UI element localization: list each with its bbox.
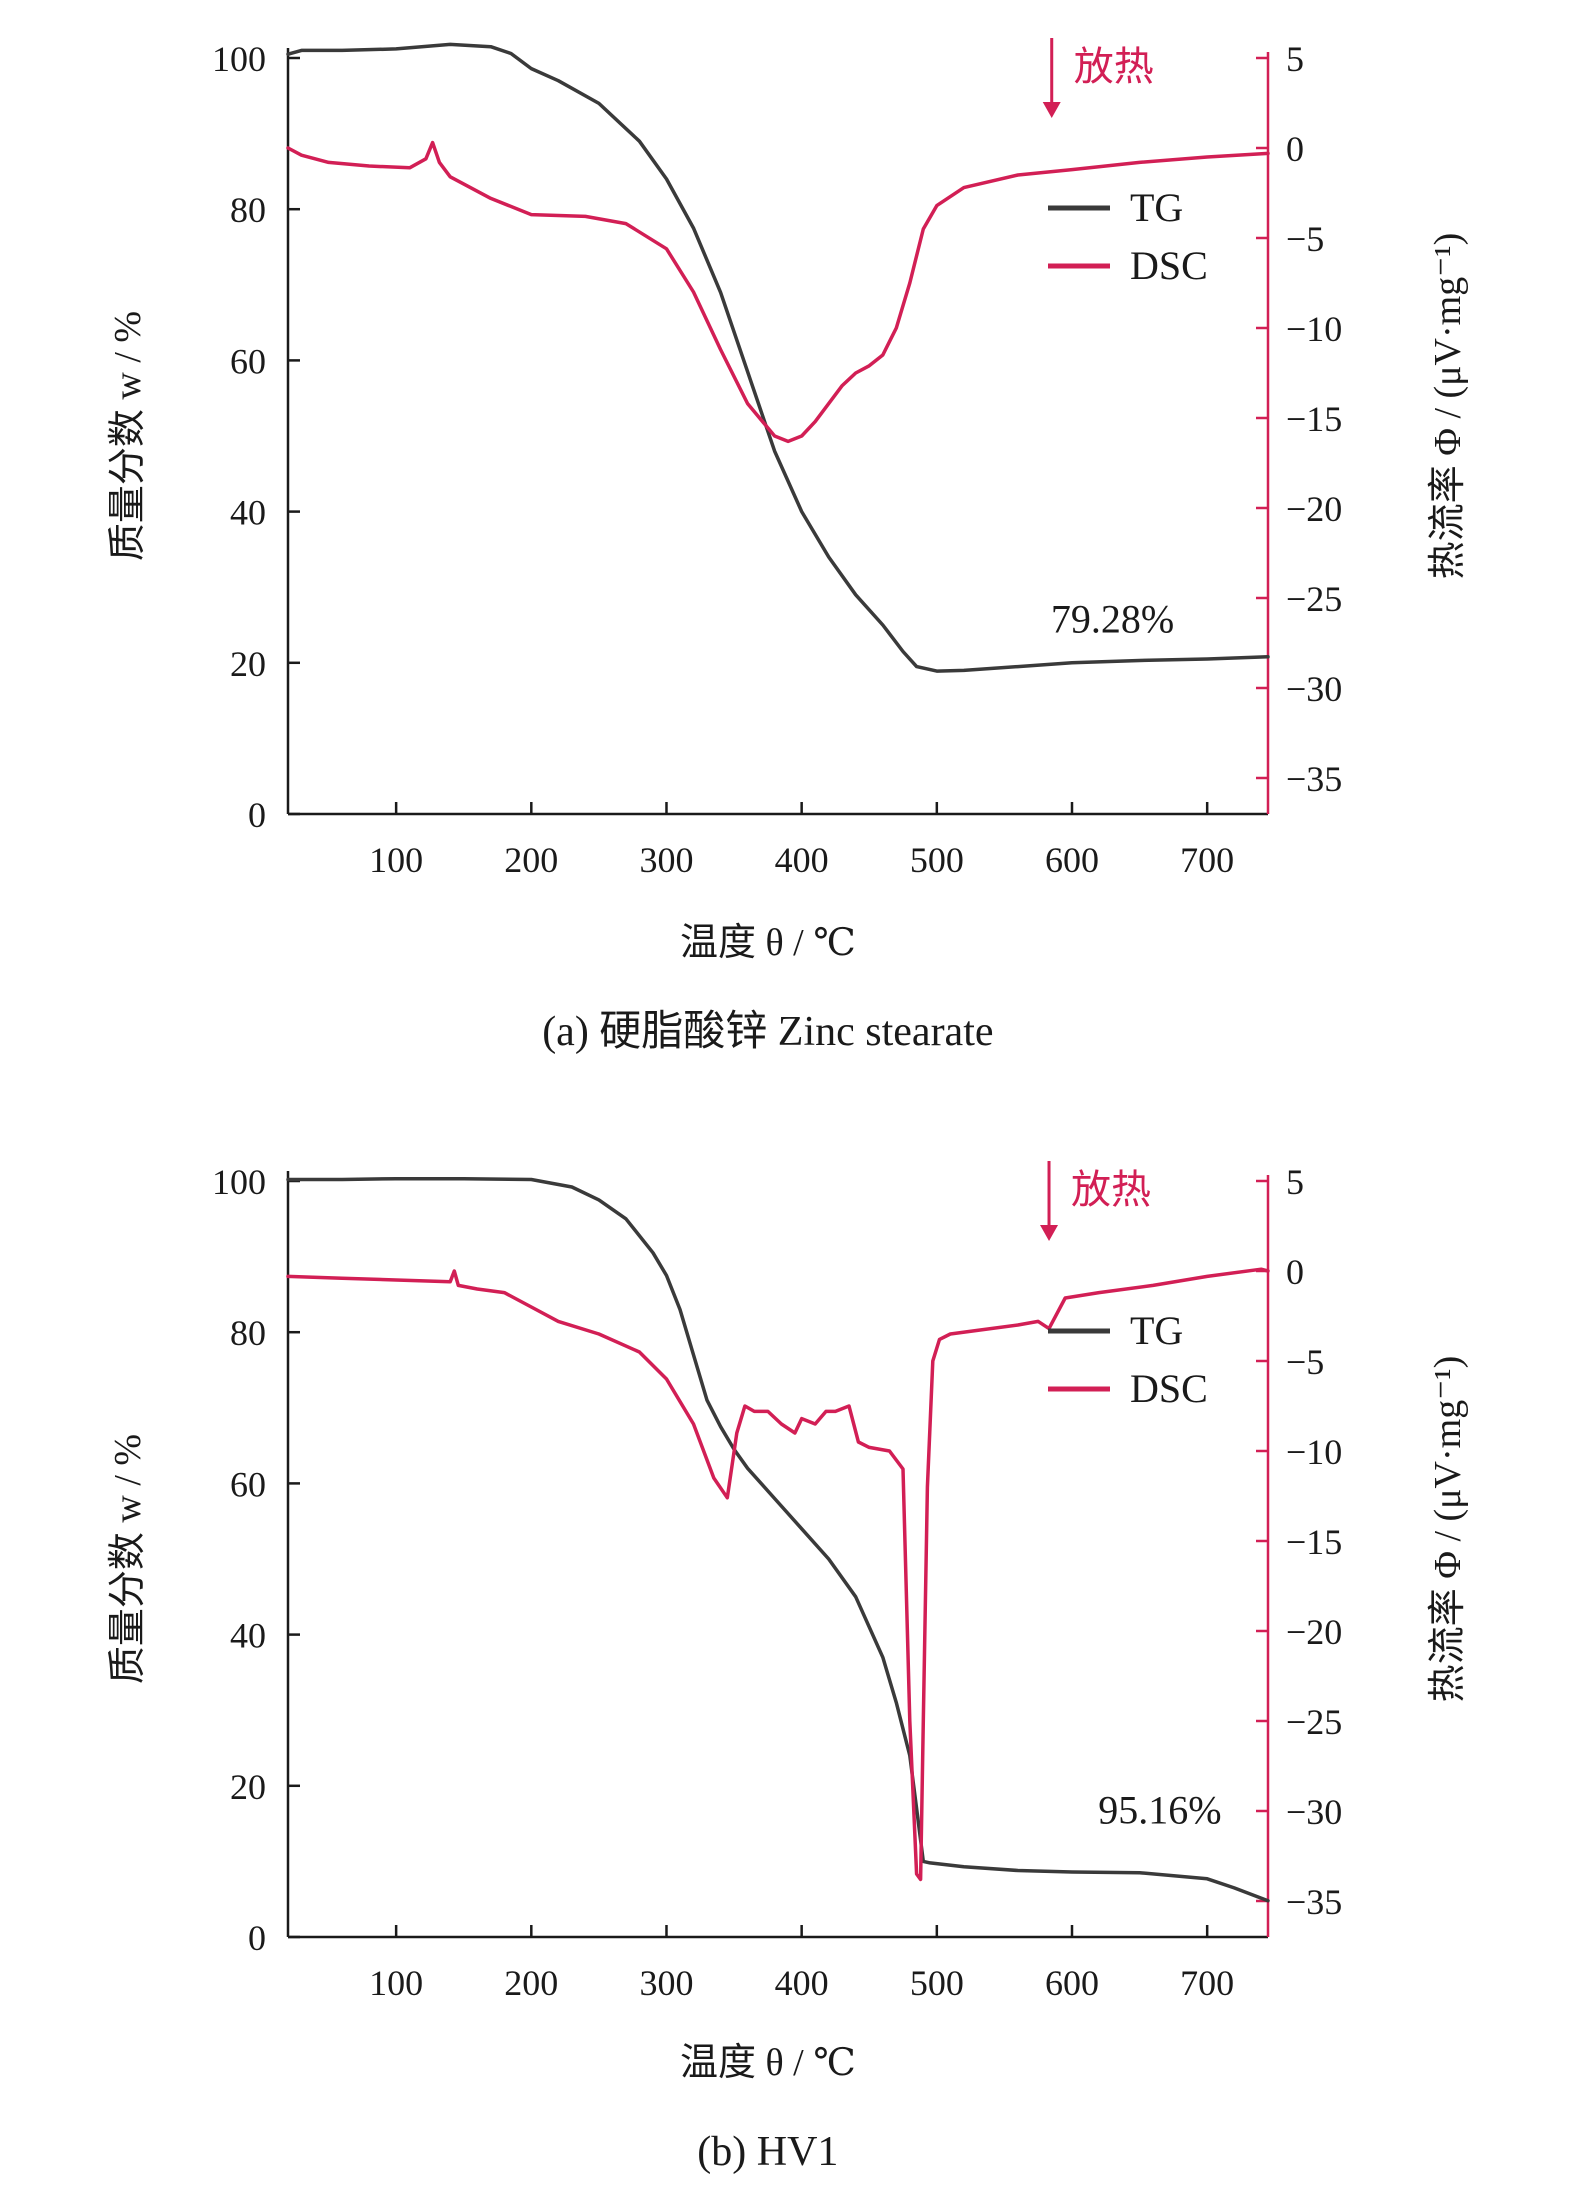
y-left-tick-label: 40: [230, 493, 266, 533]
y-right-tick-label: −35: [1286, 1882, 1342, 1922]
series-line-dsc: [286, 140, 1270, 444]
y-left-tick-label: 60: [230, 1464, 266, 1504]
y-left-tick-label: 100: [212, 39, 266, 79]
x-tick-label: 100: [369, 840, 423, 880]
x-tick-label: 200: [504, 1963, 558, 2003]
legend-label-tg: TG: [1130, 1308, 1183, 1353]
chart-panel-b: 100 200 300 400 500 600 700 0 20 40 60 80 100 5 0 −5 −10…: [107, 1161, 1469, 2175]
y-left-tick-label: 20: [230, 1767, 266, 1807]
y-right-tick-label: −20: [1286, 489, 1342, 529]
legend-label-tg: TG: [1130, 185, 1183, 230]
legend-label-dsc: DSC: [1130, 1366, 1208, 1411]
y-right-tick-label: −20: [1286, 1612, 1342, 1652]
chart-panel-a: 100 200 300 400 500 600 700 0 20 40 60 80 100 5 0 −5 −10…: [107, 38, 1469, 1055]
x-tick-label: 200: [504, 840, 558, 880]
y-right-tick-label: −15: [1286, 1522, 1342, 1562]
y-right-tick-label: −25: [1286, 1702, 1342, 1742]
x-tick-label: 700: [1180, 840, 1234, 880]
y-right-tick-label: −30: [1286, 1792, 1342, 1832]
panel-caption: (b) HV1: [697, 2129, 838, 2175]
x-tick-label: 400: [775, 1963, 829, 2003]
y-right-axis-title: 热流率 Φ / (μV·mg⁻¹): [1427, 1356, 1469, 1703]
y-right-tick-label: −10: [1286, 309, 1342, 349]
x-tick-label: 500: [910, 1963, 964, 2003]
x-axis-title: 温度 θ / ℃: [680, 2042, 856, 2084]
x-tick-label: 100: [369, 1963, 423, 2003]
series-line-dsc: [286, 1267, 1270, 1882]
residue-annotation: 79.28%: [1051, 597, 1174, 642]
panel-caption: (a) 硬脂酸锌 Zinc stearate: [542, 1009, 993, 1055]
y-left-tick-label: 80: [230, 1313, 266, 1353]
y-left-tick-label: 80: [230, 190, 266, 230]
legend-label-dsc: DSC: [1130, 243, 1208, 288]
exotherm-label: 放热: [1074, 44, 1154, 90]
residue-annotation: 95.16%: [1098, 1788, 1221, 1833]
series-line-tg: [286, 1176, 1270, 1903]
y-right-tick-label: 5: [1286, 39, 1304, 79]
y-right-tick-label: 0: [1286, 1252, 1304, 1292]
x-tick-label: 300: [639, 840, 693, 880]
y-right-tick-label: 0: [1286, 129, 1304, 169]
exotherm-arrow-head-icon: [1040, 1225, 1059, 1241]
y-left-tick-label: 60: [230, 341, 266, 381]
exotherm-label: 放热: [1071, 1167, 1151, 1213]
y-right-tick-label: −25: [1286, 579, 1342, 619]
series-line-tg: [286, 42, 1270, 673]
x-tick-label: 500: [910, 840, 964, 880]
y-right-tick-label: −5: [1286, 1342, 1324, 1382]
y-left-axis-title: 质量分数 w / %: [107, 311, 149, 561]
exotherm-arrow-head-icon: [1042, 102, 1061, 118]
y-right-tick-label: −15: [1286, 399, 1342, 439]
y-right-tick-label: −35: [1286, 759, 1342, 799]
x-tick-label: 400: [775, 840, 829, 880]
y-left-tick-label: 100: [212, 1162, 266, 1202]
y-right-tick-label: 5: [1286, 1162, 1304, 1202]
x-tick-label: 600: [1045, 840, 1099, 880]
y-left-tick-label: 0: [248, 795, 266, 835]
x-tick-label: 700: [1180, 1963, 1234, 2003]
x-tick-label: 300: [639, 1963, 693, 2003]
y-right-tick-label: −5: [1286, 219, 1324, 259]
y-right-tick-label: −10: [1286, 1432, 1342, 1472]
y-left-tick-label: 20: [230, 644, 266, 684]
x-axis-title: 温度 θ / ℃: [680, 922, 856, 964]
y-right-tick-label: −30: [1286, 669, 1342, 709]
x-tick-label: 600: [1045, 1963, 1099, 2003]
y-right-axis-title: 热流率 Φ / (μV·mg⁻¹): [1427, 233, 1469, 580]
y-left-tick-label: 0: [248, 1918, 266, 1958]
y-left-tick-label: 40: [230, 1616, 266, 1656]
y-left-axis-title: 质量分数 w / %: [107, 1434, 149, 1684]
